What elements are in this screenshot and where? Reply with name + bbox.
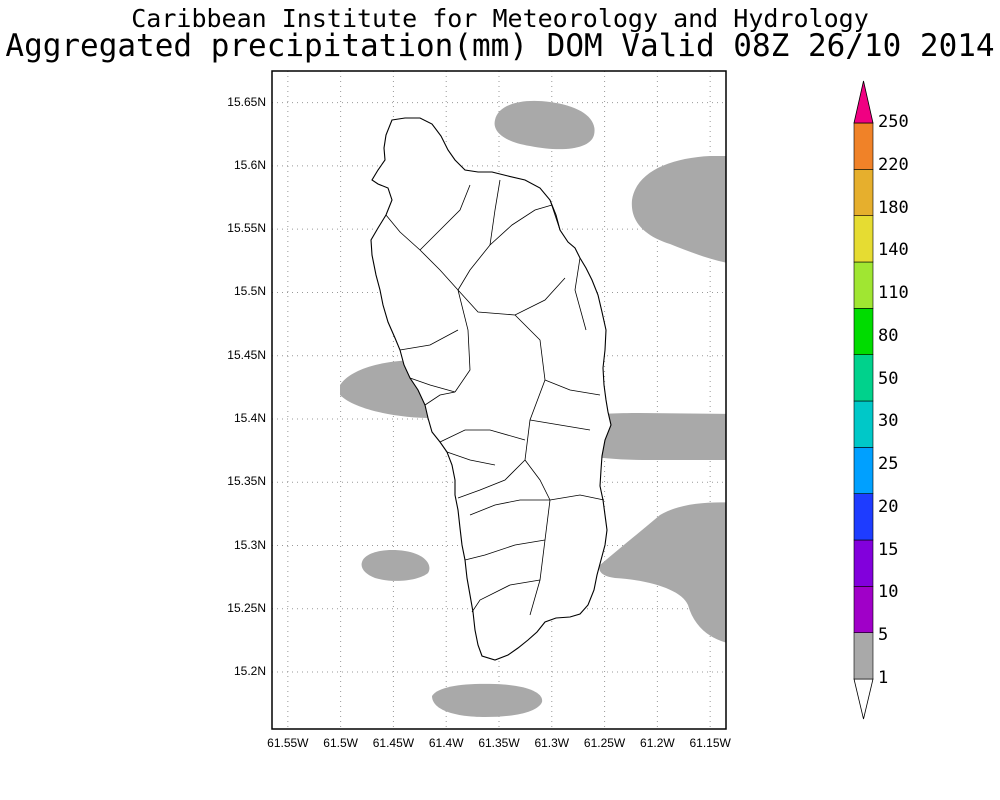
colorbar-box [853, 539, 874, 587]
colorbar-box [853, 122, 874, 170]
colorbar-level-label: 50 [878, 368, 899, 389]
lat-tick-label: 15.45N [227, 347, 266, 362]
lon-tick-label: 61.15W [689, 736, 731, 750]
title-line-1: Caribbean Institute for Meteorology and … [131, 4, 869, 33]
lat-tick-label: 15.25N [227, 600, 266, 615]
colorbar-level-label: 20 [878, 496, 899, 517]
colorbar-box [853, 308, 874, 355]
colorbar-box [853, 493, 874, 541]
colorbar-level-label: 5 [878, 625, 889, 646]
colorbar-level-label: 220 [878, 154, 909, 175]
lat-tick-label: 15.6N [233, 157, 266, 172]
colorbar-level-label: 250 [878, 112, 909, 132]
colorbar-level-label: 10 [878, 582, 899, 603]
colorbar-box [853, 447, 874, 494]
precip-area [631, 156, 726, 263]
lon-tick-label: 61.25W [583, 736, 626, 750]
colorbar-level-label: 80 [878, 325, 899, 346]
colorbar-level-label: 25 [878, 454, 899, 475]
lon-tick-label: 61.5W [323, 736, 358, 750]
precip-area [599, 502, 726, 643]
colorbar-box [853, 354, 874, 402]
colorbar [853, 80, 874, 720]
lon-tick-label: 61.35W [478, 736, 520, 750]
colorbar-box [853, 586, 874, 633]
lon-tick-label: 61.3W [534, 736, 570, 750]
title-line-2: Aggregated precipitation(mm) DOM Valid 0… [5, 28, 995, 64]
colorbar-level-label: 180 [878, 197, 909, 218]
lat-tick-label: 15.5N [233, 284, 266, 299]
colorbar-lower-arrow [853, 678, 874, 720]
parish-boundaries [385, 179, 605, 616]
colorbar-box [853, 169, 874, 216]
colorbar-upper-arrow [853, 80, 874, 124]
precip-area [432, 683, 543, 717]
lon-tick-label: 61.45W [372, 736, 415, 750]
lat-tick-label: 15.3N [233, 537, 266, 552]
colorbar-box [853, 632, 874, 680]
lon-tick-label: 61.4W [428, 736, 464, 750]
dominica-island [370, 117, 612, 661]
lat-tick-label: 15.65N [227, 94, 266, 109]
colorbar-box [853, 215, 874, 263]
lon-tick-label: 61.55W [267, 736, 309, 750]
lat-tick-label: 15.55N [227, 221, 266, 236]
colorbar-level-label: 1 [878, 668, 889, 688]
lat-tick-label: 15.2N [233, 664, 266, 679]
colorbar-box [853, 261, 874, 309]
precip-area [361, 550, 430, 581]
lat-tick-label: 15.4N [233, 410, 266, 425]
grid-lines [272, 71, 726, 729]
colorbar-level-label: 140 [878, 240, 909, 261]
lon-tick-label: 61.2W [640, 736, 675, 750]
colorbar-level-label: 15 [878, 539, 899, 560]
precip-area [494, 100, 595, 150]
colorbar-level-label: 110 [878, 283, 909, 304]
lat-tick-label: 15.35N [227, 474, 266, 489]
colorbar-level-label: 30 [878, 411, 899, 432]
map-frame [271, 70, 727, 730]
colorbar-box [853, 400, 874, 448]
